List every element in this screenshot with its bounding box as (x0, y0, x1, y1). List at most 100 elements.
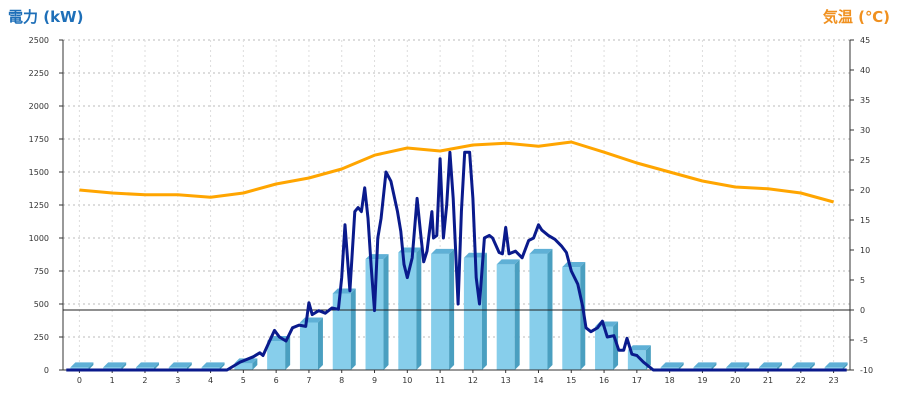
bar-top (660, 362, 684, 368)
left-tick-label: 2500 (29, 36, 49, 45)
bar-side (383, 254, 389, 370)
bar-side (88, 362, 94, 370)
bar (267, 335, 291, 370)
bar-top (726, 362, 750, 368)
bar-top (791, 362, 815, 368)
bar-side (317, 317, 323, 370)
bar-front (595, 326, 614, 370)
left-tick-label: 750 (34, 267, 49, 276)
x-tick-label: 20 (730, 376, 740, 385)
bar-top (693, 362, 717, 368)
left-tick-label: 1500 (29, 168, 49, 177)
x-tick-label: 22 (796, 376, 806, 385)
bar-side (613, 321, 619, 370)
temperature-line (79, 140, 834, 204)
right-tick-label: 15 (860, 216, 870, 225)
bars-layer (70, 247, 848, 370)
bar-top (759, 362, 783, 368)
bar-front (398, 252, 417, 370)
x-tick-label: 15 (566, 376, 576, 385)
bar-side (777, 362, 783, 370)
left-tick-label: 2000 (29, 102, 49, 111)
x-tick-label: 3 (175, 376, 180, 385)
x-tick-label: 10 (402, 376, 412, 385)
x-tick-label: 11 (435, 376, 445, 385)
bar-front (267, 340, 286, 370)
grid-layer (63, 39, 850, 370)
bar-side (350, 288, 356, 370)
right-axis-title: 気温 (℃) (822, 8, 890, 26)
right-tick-label: 10 (860, 246, 870, 255)
bar-side (547, 248, 553, 370)
x-tick-label: 18 (665, 376, 675, 385)
bar-side (514, 259, 520, 370)
left-tick-label: 250 (34, 333, 49, 342)
left-tick-label: 0 (44, 366, 49, 375)
bar (299, 317, 323, 370)
bar (431, 248, 455, 370)
x-tick-label: 23 (829, 376, 839, 385)
x-tick-label: 19 (697, 376, 707, 385)
left-tick-label: 1750 (29, 135, 49, 144)
bar-side (121, 362, 127, 370)
right-tick-label: 45 (860, 36, 870, 45)
x-tick-label: 1 (110, 376, 115, 385)
bar-side (842, 362, 848, 370)
labels-layer: 0 250 500 750 10 0 0 1250 1500 1750 2000 2250 2500 -1… (29, 36, 873, 385)
right-tick-label: 25 (860, 156, 870, 165)
bar-top (135, 362, 159, 368)
x-tick-label: 2 (142, 376, 147, 385)
right-tick-label: -5 (860, 336, 868, 345)
bar-top (103, 362, 127, 368)
x-tick-label: 21 (763, 376, 773, 385)
bar (332, 288, 356, 370)
bar-front (562, 267, 581, 370)
right-tick-label: 40 (860, 66, 870, 75)
x-tick-label: 13 (501, 376, 511, 385)
left-tick-label: 500 (34, 300, 49, 309)
right-tick-label: 30 (860, 126, 870, 135)
bar-side (481, 252, 487, 370)
x-tick-label: 4 (208, 376, 213, 385)
bar-front (332, 293, 351, 370)
bar-front (234, 363, 253, 370)
bar-top (431, 248, 455, 254)
bar-top (168, 362, 192, 368)
bar-side (285, 335, 291, 370)
bar (365, 254, 389, 370)
bar-top (496, 259, 520, 265)
bar-side (153, 362, 159, 370)
x-tick-label: 17 (632, 376, 642, 385)
bar-side (416, 247, 422, 370)
bar (496, 259, 520, 370)
bar-top (201, 362, 225, 368)
bar-front (463, 257, 482, 370)
bar-top (824, 362, 848, 368)
bar-front (496, 264, 515, 370)
right-tick-label: -10 (860, 366, 873, 375)
left-tick-label: 2250 (29, 69, 49, 78)
bar-top (529, 248, 553, 254)
power-line (66, 150, 847, 372)
right-tick-label: 35 (860, 96, 870, 105)
left-tick-label: 1250 (29, 201, 49, 210)
bar-front (529, 253, 548, 370)
left-axis-title: 電力 (kW) (8, 8, 84, 26)
lines-layer (66, 140, 847, 372)
x-tick-label: 16 (599, 376, 609, 385)
right-tick-label: 0 (860, 306, 865, 315)
bar-side (809, 362, 815, 370)
x-tick-label: 0 (77, 376, 82, 385)
x-tick-label: 7 (306, 376, 311, 385)
bar (398, 247, 422, 370)
x-tick-label: 14 (533, 376, 543, 385)
x-tick-label: 8 (339, 376, 344, 385)
bar-side (678, 362, 684, 370)
bar-side (186, 362, 192, 370)
bar-front (299, 322, 318, 370)
bar-side (449, 248, 455, 370)
bar-top (70, 362, 94, 368)
x-tick-label: 12 (468, 376, 478, 385)
bar-side (711, 362, 717, 370)
